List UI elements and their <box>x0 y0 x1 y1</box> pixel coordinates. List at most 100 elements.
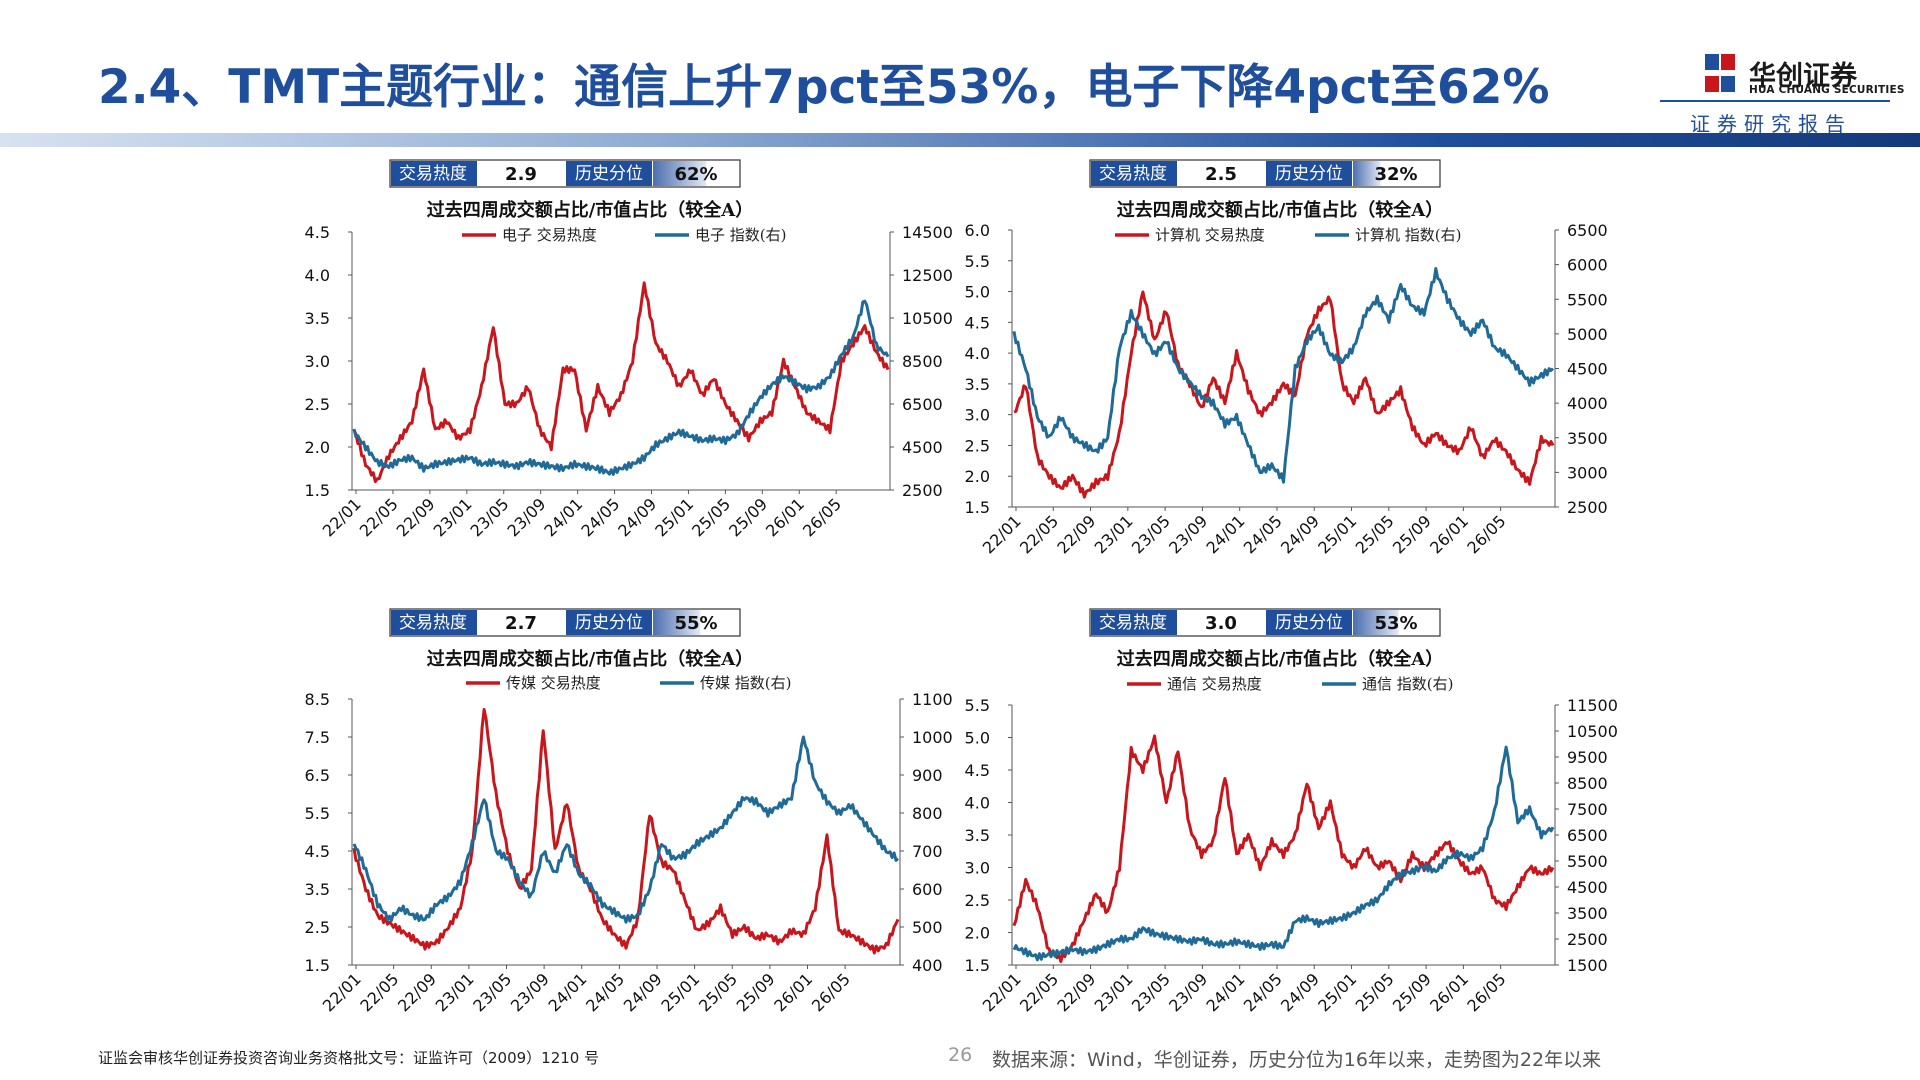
y-right-tick-label: 700 <box>912 842 943 861</box>
chart-title: 过去四周成交额占比/市值占比（较全A） <box>1117 648 1444 670</box>
x-tick-label: 25/05 <box>688 494 734 540</box>
y-right-tick-label: 2500 <box>1567 930 1608 949</box>
y-left-tick-label: 7.5 <box>305 728 330 747</box>
index-series-line <box>1012 745 1555 962</box>
x-tick-label: 24/09 <box>1277 969 1323 1015</box>
x-tick-label: 23/09 <box>1165 511 1211 557</box>
chart-legend: 电子 交易热度 电子 指数(右) <box>462 226 786 244</box>
y-right-tick-label: 8500 <box>902 352 943 371</box>
x-tick-label: 24/01 <box>1202 969 1248 1015</box>
y-left-tick-label: 3.5 <box>965 826 990 845</box>
y-right-tick-label: 1500 <box>1567 956 1608 975</box>
brand-name-en: HUA CHUANG SECURITIES <box>1749 84 1905 96</box>
x-tick-label: 24/09 <box>1277 511 1323 557</box>
y-left-tick-label: 1.5 <box>965 956 990 975</box>
y-left-tick-label: 5.0 <box>965 283 990 302</box>
heat-label-bg <box>391 610 477 635</box>
y-right-tick-label: 400 <box>912 956 943 975</box>
header-band <box>0 133 1920 147</box>
y-right-tick-label: 3000 <box>1567 463 1608 482</box>
index-series-line <box>1012 267 1555 484</box>
x-tick-label: 25/09 <box>1389 511 1435 557</box>
x-tick-label: 22/09 <box>393 494 439 540</box>
x-tick-label: 22/05 <box>356 494 402 540</box>
y-left-tick-label: 4.0 <box>965 344 990 363</box>
y-right-tick-label: 900 <box>912 766 943 785</box>
chart-panel-3: 交易热度 2.7 历史分位 55% 过去四周成交额占比/市值占比（较全A） 传媒 交易热度… <box>305 608 953 1015</box>
legend-label-2: 通信 指数(右) <box>1362 675 1453 693</box>
y-left-tick-label: 5.5 <box>965 696 990 715</box>
data-source-note: 数据来源：Wind，华创证券，历史分位为16年以来，走势图为22年以来 <box>992 1049 1602 1071</box>
x-tick-label: 22/05 <box>356 969 402 1015</box>
pct-fill-bar <box>1353 161 1381 186</box>
x-tick-label: 24/01 <box>540 494 586 540</box>
x-tick-label: 22/05 <box>1016 511 1062 557</box>
y-left-tick-label: 3.0 <box>965 406 990 425</box>
y-left-tick-label: 6.0 <box>965 221 990 240</box>
y-right-tick-label: 1100 <box>912 690 953 709</box>
heat-series-line <box>1012 734 1555 963</box>
legend-label-1: 传媒 交易热度 <box>506 674 601 692</box>
brand-logo: 华创证券 HUA CHUANG SECURITIES <box>1697 52 1904 98</box>
y-left-tick-label: 4.5 <box>305 223 330 242</box>
heat-info-box: 交易热度 2.7 历史分位 55% <box>389 608 741 637</box>
legend-label-2: 传媒 指数(右) <box>700 674 791 692</box>
heat-info-box: 交易热度 2.9 历史分位 62% <box>389 159 741 188</box>
y-right-tick-label: 10500 <box>902 309 953 328</box>
heat-label: 交易热度 <box>1099 613 1167 633</box>
y-left-tick-label: 5.0 <box>965 729 990 748</box>
heat-series-line <box>1013 290 1555 499</box>
legend-label-1: 通信 交易热度 <box>1167 675 1262 693</box>
x-tick-label: 22/01 <box>319 969 365 1015</box>
pct-label-bg <box>566 610 652 635</box>
pct-label: 历史分位 <box>1275 613 1343 633</box>
footer-license: 证监会审核华创证券投资咨询业务资格批文号：证监许可（2009）1210 号 <box>98 1049 600 1067</box>
x-tick-label: 24/09 <box>614 494 660 540</box>
x-tick-label: 23/05 <box>469 969 515 1015</box>
y-left-tick-label: 4.5 <box>965 761 990 780</box>
chart-title: 过去四周成交额占比/市值占比（较全A） <box>1117 199 1444 221</box>
x-tick-label: 25/09 <box>733 969 779 1015</box>
y-right-tick-label: 12500 <box>902 266 953 285</box>
y-left-tick-label: 3.5 <box>305 880 330 899</box>
heat-value: 2.9 <box>505 164 537 185</box>
x-tick-label: 23/09 <box>1165 969 1211 1015</box>
heat-label-bg <box>391 161 477 186</box>
y-right-tick-label: 9500 <box>1567 748 1608 767</box>
y-left-tick-label: 5.5 <box>305 804 330 823</box>
y-right-tick-label: 7500 <box>1567 800 1608 819</box>
x-tick-label: 25/01 <box>1314 969 1360 1015</box>
x-tick-label: 24/09 <box>620 969 666 1015</box>
y-right-tick-label: 6000 <box>1567 256 1608 275</box>
y-right-tick-label: 800 <box>912 804 943 823</box>
x-tick-label: 24/05 <box>1240 969 1286 1015</box>
x-tick-label: 23/01 <box>430 494 476 540</box>
y-right-tick-label: 5000 <box>1567 325 1608 344</box>
heat-info-box: 交易热度 3.0 历史分位 53% <box>1089 608 1441 637</box>
x-tick-label: 24/05 <box>1240 511 1286 557</box>
y-left-tick-label: 2.0 <box>965 467 990 486</box>
legend-label-2: 计算机 指数(右) <box>1355 226 1461 244</box>
x-tick-label: 26/05 <box>1463 511 1509 557</box>
index-series-line <box>352 735 900 924</box>
x-tick-label: 25/09 <box>725 494 771 540</box>
y-right-tick-label: 5500 <box>1567 852 1608 871</box>
x-tick-label: 22/01 <box>979 511 1025 557</box>
y-left-tick-label: 3.5 <box>965 375 990 394</box>
chart-legend: 传媒 交易热度 传媒 指数(右) <box>466 674 791 692</box>
brand-tagline: 证券研究报告 <box>1690 112 1852 136</box>
pct-fill-bar <box>653 610 701 635</box>
y-right-tick-label: 4500 <box>902 438 943 457</box>
y-left-tick-label: 2.0 <box>965 924 990 943</box>
pct-label-bg <box>1266 161 1352 186</box>
chart-panel-4: 交易热度 3.0 历史分位 53% 过去四周成交额占比/市值占比（较全A） 通信 交易热度… <box>965 608 1618 1015</box>
y-left-tick-label: 1.5 <box>305 481 330 500</box>
pct-label: 历史分位 <box>575 613 643 633</box>
x-tick-label: 22/09 <box>1053 969 1099 1015</box>
heat-series-line <box>352 281 890 484</box>
x-tick-label: 25/05 <box>1352 969 1398 1015</box>
heat-info-box: 交易热度 2.5 历史分位 32% <box>1089 159 1441 188</box>
x-tick-label: 23/01 <box>1091 969 1137 1015</box>
heat-label-bg <box>1091 161 1177 186</box>
